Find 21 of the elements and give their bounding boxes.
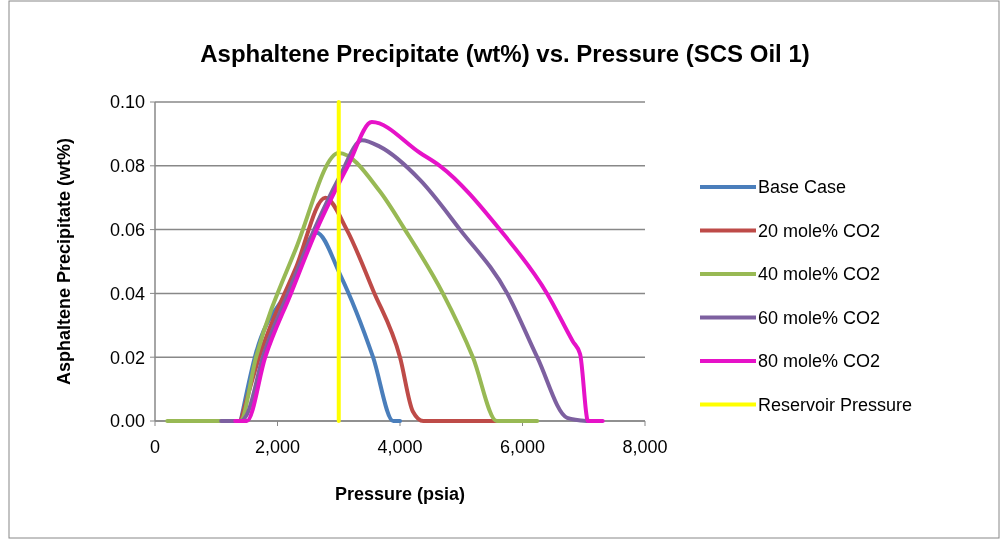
x-tick-label: 0 — [149, 437, 161, 457]
legend-label: Reservoir Pressure — [758, 394, 913, 415]
legend-label: Base Case — [758, 177, 847, 198]
x-tick-label: 2,000 — [254, 437, 301, 457]
x-tick-label: 8,000 — [622, 437, 668, 457]
x-axis-title: Pressure (psia) — [334, 484, 466, 504]
chart-title: Asphaltene Precipitate (wt%) vs. Pressure (SCS Oil 1) — [200, 40, 810, 67]
y-tick-label: 0.06 — [109, 219, 145, 240]
legend-label: 80 mole% CO2 — [758, 351, 881, 372]
legend-label: 60 mole% CO2 — [758, 307, 881, 328]
x-tick-label: 4,000 — [377, 437, 423, 457]
x-tick-label: 6,000 — [499, 437, 546, 457]
line-series — [165, 151, 540, 423]
y-tick-label: 0.02 — [109, 347, 145, 368]
y-tick-label: 0.10 — [109, 92, 145, 113]
y-tick-label: 0.08 — [109, 156, 145, 177]
y-tick-label: 0.04 — [109, 283, 145, 304]
y-axis-title: Asphaltene Precipitate (wt%) — [54, 137, 74, 386]
y-tick-label: 0.00 — [109, 411, 145, 432]
legend-label: 40 mole% CO2 — [758, 264, 881, 285]
legend-label: 20 mole% CO2 — [758, 220, 881, 241]
